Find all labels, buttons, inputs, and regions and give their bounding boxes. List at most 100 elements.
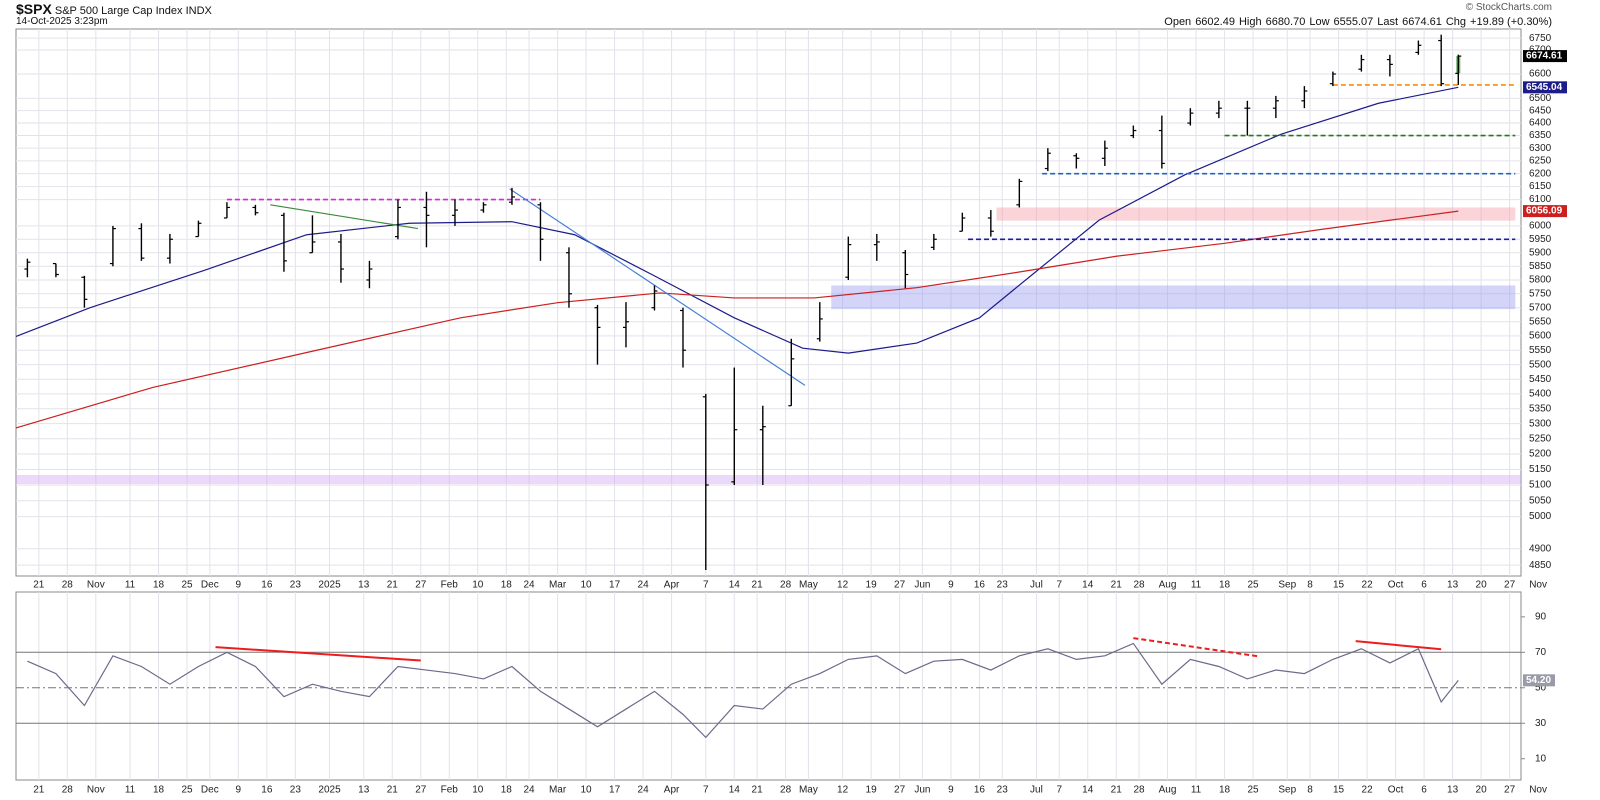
x-tick-label: Jul [1030, 785, 1043, 796]
exchange: INDX [185, 5, 212, 17]
x-tick-label: 19 [866, 580, 878, 591]
x-tick-label: 28 [62, 785, 74, 796]
x-tick-label: Oct [1388, 580, 1404, 591]
y-tick-label: 6450 [1529, 105, 1552, 116]
x-tick-label: 27 [415, 785, 427, 796]
y-tick-label: 6500 [1529, 93, 1552, 104]
x-tick-label: 8 [1307, 785, 1313, 796]
rsi-tick-label: 10 [1535, 753, 1547, 764]
x-tick-label: 27 [415, 580, 427, 591]
quote-value: 6602.49 [1195, 16, 1235, 28]
x-tick-label: Jun [914, 785, 930, 796]
x-tick-label: 23 [997, 785, 1009, 796]
x-tick-label: 27 [1504, 785, 1516, 796]
quote-value: 6555.07 [1333, 16, 1374, 28]
quote-label: Open [1164, 16, 1192, 28]
x-tick-label: 21 [387, 580, 399, 591]
y-tick-label: 5250 [1529, 433, 1552, 444]
quote-value: 6680.70 [1265, 16, 1306, 28]
y-tick-label: 5600 [1529, 331, 1552, 342]
x-tick-label: 14 [1082, 580, 1094, 591]
y-tick-label: 5000 [1529, 511, 1552, 522]
x-tick-label: 7 [703, 785, 709, 796]
value-box-label: 6674.61 [1526, 51, 1563, 62]
x-tick-label: 18 [501, 785, 513, 796]
x-tick-label: 9 [236, 580, 242, 591]
quote-label: Last [1377, 16, 1399, 28]
x-tick-label: Aug [1159, 580, 1177, 591]
value-box [1523, 674, 1555, 687]
rsi-trendline [1355, 640, 1442, 651]
x-tick-label: 8 [1307, 580, 1313, 591]
x-tick-label: 22 [1362, 785, 1374, 796]
x-tick-label: 25 [1248, 785, 1260, 796]
x-tick-label: 7 [1056, 580, 1062, 591]
x-tick-label: Nov [87, 580, 105, 591]
x-tick-label: 9 [236, 785, 242, 796]
x-tick-label: Sep [1278, 785, 1296, 796]
subtitle: S&P 500 Large Cap Index [54, 5, 183, 17]
x-tick-label: 18 [501, 580, 513, 591]
x-tick-label: Mar [549, 785, 567, 796]
y-tick-label: 6350 [1529, 130, 1552, 141]
trendline [509, 188, 806, 386]
x-tick-label: Feb [441, 580, 459, 591]
x-tick-label: 24 [524, 580, 536, 591]
y-tick-label: 5950 [1529, 234, 1552, 245]
x-tick-label: 23 [997, 580, 1009, 591]
rsi-tick-label: 30 [1535, 718, 1547, 729]
x-tick-label: 17 [609, 785, 621, 796]
x-tick-label: Apr [664, 580, 680, 591]
x-tick-label: 9 [948, 580, 954, 591]
title-block: $SPX S&P 500 Large Cap Index INDX [16, 1, 212, 17]
x-tick-label: 28 [62, 580, 74, 591]
x-tick-label: 18 [1219, 785, 1231, 796]
x-tick-label: Feb [441, 785, 459, 796]
value-box-label: 6545.04 [1526, 82, 1563, 93]
x-tick-label: 12 [837, 580, 849, 591]
y-tick-label: 5500 [1529, 359, 1552, 370]
x-tick-label: 6 [1421, 785, 1427, 796]
y-tick-label: 5450 [1529, 374, 1552, 385]
x-tick-label: 15 [1333, 580, 1345, 591]
x-tick-label: 21 [752, 785, 764, 796]
x-tick-label: 27 [894, 580, 906, 591]
rsi-panel [15, 591, 1522, 781]
x-tick-label: 23 [290, 580, 302, 591]
symbol: $SPX [16, 1, 52, 17]
value-box [1523, 50, 1567, 63]
rsi-tick-label: 50 [1535, 682, 1547, 693]
y-tick-label: 5750 [1529, 288, 1552, 299]
y-tick-label: 4900 [1529, 543, 1552, 554]
date: 14-Oct-2025 3:23pm [16, 16, 108, 27]
x-tick-label: 18 [153, 785, 165, 796]
x-tick-label: 10 [472, 785, 484, 796]
x-tick-label: 14 [1082, 785, 1094, 796]
x-tick-label: Aug [1159, 785, 1177, 796]
x-tick-label: Apr [664, 785, 680, 796]
y-tick-label: 5800 [1529, 275, 1552, 286]
quote-label: High [1238, 16, 1262, 28]
y-tick-label: 5700 [1529, 302, 1552, 313]
x-tick-label: 10 [581, 785, 593, 796]
x-tick-label: Jul [1030, 580, 1043, 591]
x-tick-label: 12 [837, 785, 849, 796]
y-tick-label: 6600 [1529, 69, 1552, 80]
y-tick-label: 5150 [1529, 464, 1552, 475]
y-tick-label: 6750 [1529, 33, 1552, 44]
quote-label: Low [1309, 16, 1330, 28]
x-tick-label: 11 [125, 785, 136, 796]
x-tick-label: Dec [201, 580, 219, 591]
moving-average [15, 86, 1459, 354]
y-tick-label: 6250 [1529, 156, 1552, 167]
x-tick-label: 2025 [318, 785, 341, 796]
quote-value: +19.89 (+0.30%) [1470, 16, 1552, 28]
y-tick-label: 6150 [1529, 181, 1552, 192]
x-tick-label: 10 [581, 580, 593, 591]
y-tick-label: 5300 [1529, 418, 1552, 429]
value-box [1523, 205, 1567, 218]
x-tick-label: 11 [1191, 785, 1202, 796]
x-tick-label: Nov [87, 785, 105, 796]
x-tick-label: 24 [638, 580, 650, 591]
